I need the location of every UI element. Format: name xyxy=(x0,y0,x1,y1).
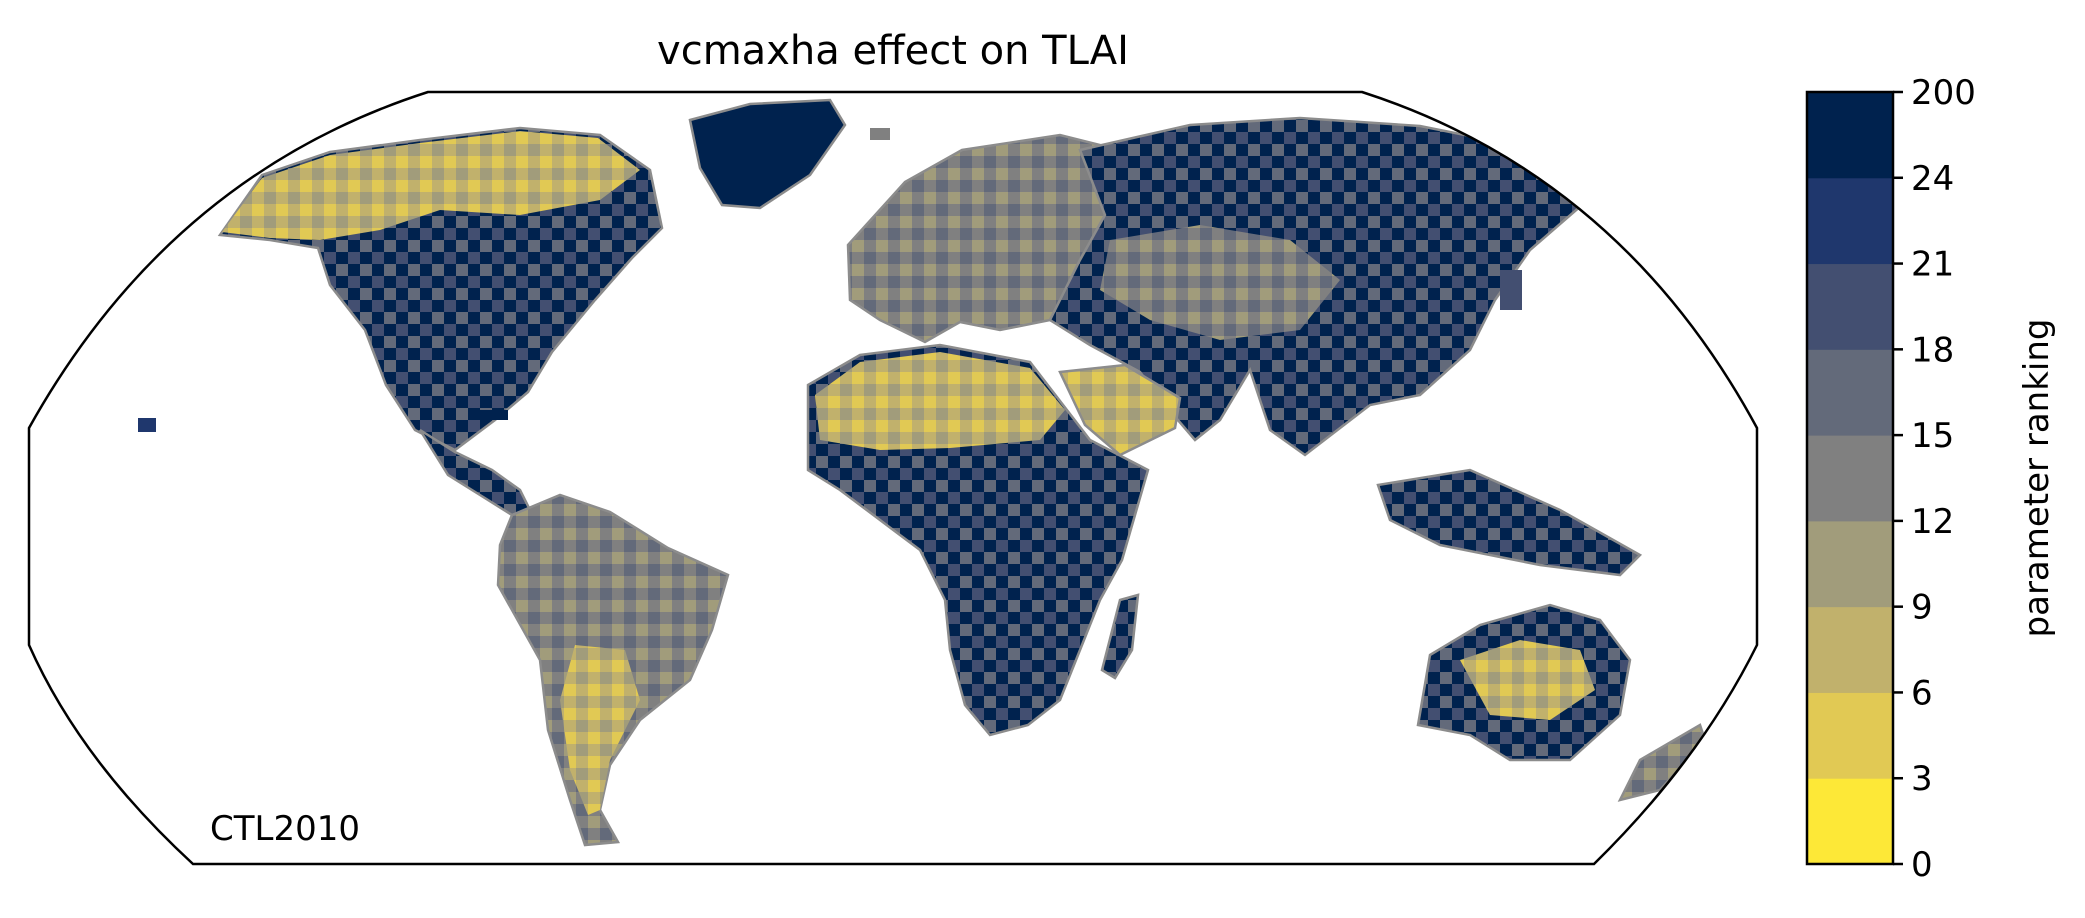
landmass-maritime-se-asia xyxy=(1376,468,1643,577)
landmass-arabia xyxy=(1058,363,1182,457)
region-asia-central xyxy=(1100,225,1340,340)
colorbar-segment xyxy=(1807,692,1893,779)
island-hawaii xyxy=(138,418,156,432)
colorbar-tick-label: 6 xyxy=(1911,673,1933,713)
landmass-greenland xyxy=(688,98,847,210)
colorbar-segment xyxy=(1807,778,1893,865)
colorbar-segment xyxy=(1807,263,1893,350)
colorbar-tick-label: 24 xyxy=(1911,159,1954,199)
landmass-madagascar xyxy=(1100,593,1140,680)
colorbar-tick-label: 15 xyxy=(1911,416,1954,456)
region-sa-south xyxy=(560,645,640,815)
corner-label: CTL2010 xyxy=(210,809,360,849)
map-boundary xyxy=(27,90,1759,866)
colorbar-segment xyxy=(1807,177,1893,265)
island-iceland xyxy=(870,128,890,140)
colorbar-tick-label: 21 xyxy=(1911,245,1954,285)
colorbar-tick-label: 3 xyxy=(1911,759,1933,799)
colorbar-tick-label: 0 xyxy=(1911,845,1933,885)
colorbar-segment xyxy=(1807,435,1893,522)
colorbar-segment xyxy=(1807,349,1893,436)
colorbar-label: parameter ranking xyxy=(2017,319,2057,638)
region-sahara xyxy=(815,352,1065,450)
region-na-north xyxy=(222,131,640,240)
colorbar: 0 3 6 9 12 15 18 21 24 200 xyxy=(1807,73,1976,885)
colorbar-tick-label: 12 xyxy=(1911,502,1954,542)
colorbar-frame xyxy=(1805,90,1895,866)
island-japan xyxy=(1500,270,1522,310)
colorbar-segment xyxy=(1807,606,1893,693)
colorbar-tick-label: 200 xyxy=(1911,73,1976,113)
colorbar-segment xyxy=(1807,520,1893,608)
colorbar-segment xyxy=(1807,92,1893,179)
land-cells xyxy=(138,98,1707,847)
region-australia-interior xyxy=(1460,640,1595,720)
colorbar-tick-label: 18 xyxy=(1911,330,1954,370)
map-title: vcmaxha effect on TLAI xyxy=(657,28,1129,74)
colorbar-tick-label: 9 xyxy=(1911,588,1933,628)
island-cuba xyxy=(480,410,508,420)
